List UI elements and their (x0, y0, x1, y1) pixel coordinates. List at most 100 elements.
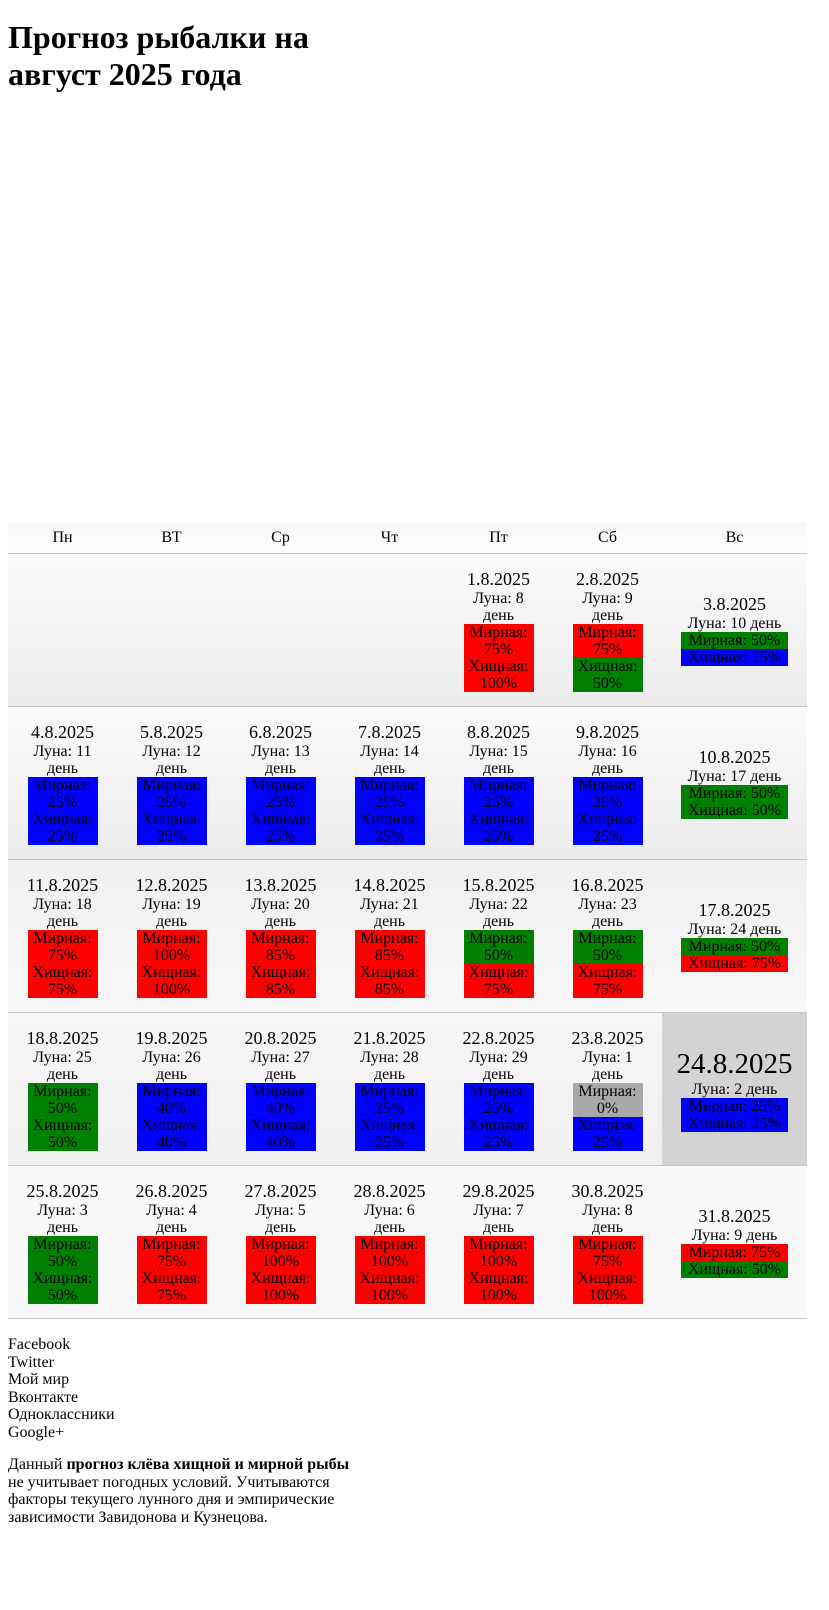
moon-day: Луна: 3 день (23, 1202, 103, 1236)
day-cell: 8.8.2025 Луна: 15 день Мирная: 25% Хищная: … (444, 706, 553, 860)
moon-label: Луна: (142, 742, 181, 760)
twitter-link[interactable]: Twitter (8, 1353, 54, 1371)
peaceful-fish-forecast-label: Мирная: (251, 1235, 310, 1253)
predatory-fish-forecast-label: Хищная: (468, 810, 529, 828)
predatory-fish-forecast-label: Хищная: (141, 1269, 202, 1287)
predatory-fish-forecast-label: Хищная: (250, 1116, 311, 1134)
predatory-fish-forecast-label: Хищная: (577, 1269, 638, 1287)
predatory-fish-forecast-label: Хищная: (141, 810, 202, 828)
moon-day-suffix: день (591, 606, 624, 624)
predatory-fish-forecast-value: 50 (47, 1286, 64, 1304)
day-cell: 21.8.2025 Луна: 28 день Мирная: 25% Хищная:… (335, 1012, 444, 1166)
peaceful-fish-forecast-value: 75 (47, 946, 64, 964)
bite-forecast: Мирная: 75% Хищная: 100% (572, 1235, 643, 1304)
moon-day-suffix: день (155, 1065, 188, 1083)
predatory-fish-forecast: Хищная: 25% (681, 649, 788, 666)
moon-label: Луна: (469, 742, 508, 760)
moon-day-number: 15 (511, 742, 528, 760)
moon-day-number: 29 (511, 1048, 528, 1066)
predatory-fish-forecast-value: 75 (156, 1286, 173, 1304)
weekday-fri: Пт (444, 523, 553, 554)
day-cell: 17.8.2025 Луна: 24 день Мирная: 50% Хищная:… (662, 859, 807, 1013)
moon-day-number: 14 (402, 742, 419, 760)
moon-day-suffix: день (591, 1065, 624, 1083)
predatory-fish-forecast-value: 25 (751, 649, 768, 666)
moon-day-number: 25 (75, 1048, 92, 1066)
predatory-fish-forecast: Хищная: 25% (463, 1116, 534, 1151)
weekday-header-row: Пн ВТ Ср Чт Пт Сб Вс (8, 523, 807, 554)
facebook-link[interactable]: Facebook (8, 1336, 71, 1353)
moon-day-suffix: день (482, 1065, 515, 1083)
bite-forecast: Мирная: 100% Хищная: 100% (136, 929, 207, 998)
vkontakte-link[interactable]: Вконтакте (8, 1388, 79, 1406)
moon-day-suffix: день (482, 1218, 515, 1236)
moon-day: Луна: 18 день (23, 896, 103, 930)
predatory-fish-forecast-label: Хищная: (687, 955, 748, 972)
predatory-fish-forecast: Хищная: 25% (354, 810, 425, 845)
moon-day: Луна: 24 день (662, 921, 807, 938)
bite-forecast: Мирная: 25% Хищная: 25% (463, 1082, 534, 1151)
day-cell: 2.8.2025 Луна: 9 день Мирная: 75% Хищная: 5… (553, 553, 662, 707)
day-cell: 23.8.2025 Луна: 1 день Мирная: 0% Хищная: 2… (553, 1012, 662, 1166)
day-cell: 25.8.2025 Луна: 3 день Мирная: 50% Хищная: … (8, 1165, 117, 1319)
peaceful-fish-forecast: Мирная: 50% (681, 938, 788, 955)
moon-label: Луна: (469, 1048, 508, 1066)
peaceful-fish-forecast-value: 0 (596, 1099, 605, 1117)
bite-forecast: Мирная: 25% Хищная: 25% (354, 1082, 425, 1151)
peaceful-fish-forecast: Мирная: 75% (572, 623, 643, 658)
peaceful-fish-forecast-value: 50 (750, 785, 767, 802)
moon-day-number: 12 (184, 742, 201, 760)
peaceful-fish-forecast-value: 25 (374, 1099, 391, 1117)
predatory-fish-forecast-value: 75 (47, 980, 64, 998)
predatory-fish-forecast-label: Хищная: (577, 810, 638, 828)
bite-forecast: Мирная: 25% Хищная: 25% (27, 776, 98, 845)
moon-day-suffix: день (482, 912, 515, 930)
predatory-fish-forecast-label: Хищная: (468, 963, 529, 981)
predatory-fish-forecast: Хищная: 100% (354, 1269, 425, 1304)
moon-day: Луна: 9 день (662, 1227, 807, 1244)
predatory-fish-forecast-value: 25 (592, 827, 609, 845)
day-date: 12.8.2025 (135, 874, 208, 895)
moon-day: Луна: 13 день (241, 743, 321, 777)
predatory-fish-forecast-value: 85 (265, 980, 282, 998)
predatory-fish-forecast-value: 100 (479, 1286, 504, 1304)
week-row: 18.8.2025 Луна: 25 день Мирная: 50% Хищная:… (8, 1012, 807, 1166)
moon-day: Луна: 29 день (459, 1049, 539, 1083)
predatory-fish-forecast-value: 100 (588, 1286, 613, 1304)
weekday-wed: Ср (226, 523, 335, 554)
moon-day-number: 26 (184, 1048, 201, 1066)
empty-day-cell (226, 553, 335, 707)
moon-day-suffix: день (373, 1065, 406, 1083)
moon-day: Луна: 11 день (23, 743, 103, 777)
peaceful-fish-forecast-value: 25 (156, 793, 173, 811)
google-plus-link[interactable]: Google+ (8, 1423, 65, 1441)
bite-forecast: Мирная: 100% Хищная: 100% (245, 1235, 316, 1304)
predatory-fish-forecast-value: 25 (751, 1114, 768, 1132)
odnoklassniki-link[interactable]: Одноклассники (8, 1406, 115, 1423)
predatory-fish-forecast: Хищная: 100% (463, 1269, 534, 1304)
page-title-line-1: Прогноз рыбалки на (8, 19, 309, 55)
bite-forecast: Мирная: 0% Хищная: 25% (572, 1082, 643, 1151)
predatory-fish-forecast: Хищная: 75% (572, 963, 643, 998)
predatory-fish-forecast-label: Хищная: (32, 1116, 93, 1134)
predatory-fish-forecast: Хищная: 25% (572, 810, 643, 845)
peaceful-fish-forecast-label: Мирная: (578, 1082, 637, 1100)
bite-forecast: Мирная: 40% Хищная: 40% (245, 1082, 316, 1151)
predatory-fish-forecast-label: Хищная: (468, 1116, 529, 1134)
moi-mir-link[interactable]: Мой мир (8, 1371, 70, 1388)
moon-label: Луна: (473, 1201, 512, 1219)
peaceful-fish-forecast: Мирная: 25% (136, 776, 207, 811)
peaceful-fish-forecast-value: 25 (592, 793, 609, 811)
predatory-fish-forecast: Хищная: 75% (463, 963, 534, 998)
moon-day-suffix: день (373, 759, 406, 777)
predatory-fish-forecast-label: Хищная: (250, 810, 311, 828)
moon-day-suffix: день (264, 1218, 297, 1236)
moon-day: Луна: 15 день (459, 743, 539, 777)
predatory-fish-forecast-value: 50 (47, 1133, 64, 1151)
bite-forecast: Мирная: 75% Хищная: 100% (463, 623, 534, 692)
bite-forecast: Мирная: 75% Хищная: 75% (27, 929, 98, 998)
moon-label: Луна: (142, 895, 181, 913)
moon-day-number: 7 (515, 1201, 524, 1219)
peaceful-fish-forecast: Мирная: 25% (463, 776, 534, 811)
moon-label: Луна: (142, 1048, 181, 1066)
